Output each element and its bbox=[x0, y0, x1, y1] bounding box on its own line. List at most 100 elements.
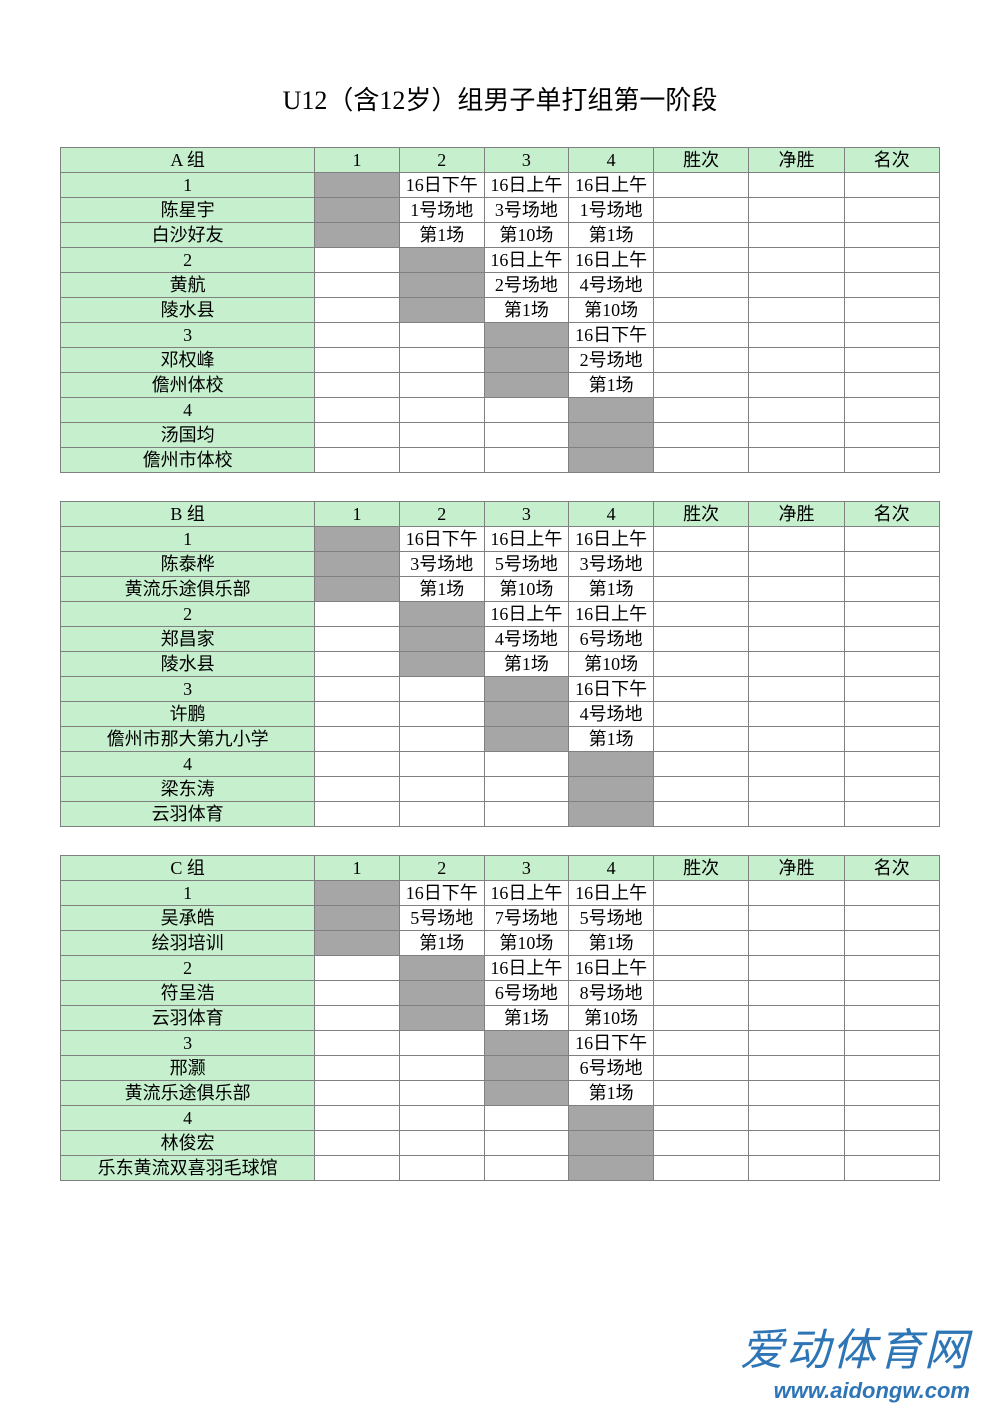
empty-cell bbox=[399, 1081, 484, 1106]
stat-cell bbox=[844, 727, 939, 752]
stat-cell bbox=[749, 906, 844, 931]
match-cell: 第1场 bbox=[569, 727, 654, 752]
stat-cell bbox=[749, 348, 844, 373]
empty-cell bbox=[315, 981, 400, 1006]
empty-cell bbox=[399, 727, 484, 752]
empty-cell bbox=[399, 348, 484, 373]
stat-cell bbox=[653, 727, 748, 752]
stat-cell bbox=[749, 248, 844, 273]
empty-cell bbox=[315, 448, 400, 473]
empty-cell bbox=[399, 702, 484, 727]
stat-cell bbox=[749, 677, 844, 702]
match-cell: 第10场 bbox=[484, 577, 569, 602]
match-col-header: 3 bbox=[484, 856, 569, 881]
stat-cell bbox=[653, 881, 748, 906]
empty-cell bbox=[315, 1031, 400, 1056]
stat-cell bbox=[749, 1031, 844, 1056]
stat-cell bbox=[749, 1006, 844, 1031]
player-club: 黄流乐途俱乐部 bbox=[61, 1081, 315, 1106]
stat-cell bbox=[653, 1031, 748, 1056]
match-cell: 2号场地 bbox=[484, 273, 569, 298]
empty-cell bbox=[399, 802, 484, 827]
stat-cell bbox=[844, 423, 939, 448]
stat-cell bbox=[653, 248, 748, 273]
empty-cell bbox=[484, 802, 569, 827]
stat-cell bbox=[844, 323, 939, 348]
stat-cell bbox=[749, 1131, 844, 1156]
group-name-header: B 组 bbox=[61, 502, 315, 527]
stat-col-header: 净胜 bbox=[749, 856, 844, 881]
match-cell: 16日下午 bbox=[569, 1031, 654, 1056]
match-cell: 16日下午 bbox=[399, 527, 484, 552]
match-cell: 3号场地 bbox=[484, 198, 569, 223]
empty-cell bbox=[399, 323, 484, 348]
stat-cell bbox=[749, 223, 844, 248]
empty-cell bbox=[315, 577, 400, 602]
empty-cell bbox=[399, 602, 484, 627]
stat-cell bbox=[844, 173, 939, 198]
empty-cell bbox=[569, 1106, 654, 1131]
stat-cell bbox=[749, 1056, 844, 1081]
stat-cell bbox=[844, 198, 939, 223]
empty-cell bbox=[315, 348, 400, 373]
empty-cell bbox=[484, 777, 569, 802]
empty-cell bbox=[399, 1031, 484, 1056]
stat-cell bbox=[653, 173, 748, 198]
stat-cell bbox=[844, 527, 939, 552]
match-cell: 第1场 bbox=[399, 577, 484, 602]
group-table: C 组1234胜次净胜名次116日下午16日上午16日上午吴承皓5号场地7号场地… bbox=[60, 855, 940, 1181]
match-cell: 8号场地 bbox=[569, 981, 654, 1006]
match-cell: 16日上午 bbox=[569, 602, 654, 627]
match-cell: 16日上午 bbox=[484, 602, 569, 627]
empty-cell bbox=[315, 881, 400, 906]
empty-cell bbox=[315, 398, 400, 423]
player-num: 1 bbox=[61, 527, 315, 552]
watermark-cn: 爱动体育网 bbox=[740, 1314, 970, 1378]
group-name-header: C 组 bbox=[61, 856, 315, 881]
stat-cell bbox=[653, 1106, 748, 1131]
stat-cell bbox=[653, 323, 748, 348]
stat-cell bbox=[749, 298, 844, 323]
stat-cell bbox=[844, 802, 939, 827]
player-club: 白沙好友 bbox=[61, 223, 315, 248]
stat-cell bbox=[653, 448, 748, 473]
stat-cell bbox=[653, 802, 748, 827]
stat-cell bbox=[653, 1081, 748, 1106]
stat-cell bbox=[844, 702, 939, 727]
match-cell: 2号场地 bbox=[569, 348, 654, 373]
match-cell: 第1场 bbox=[399, 931, 484, 956]
player-num: 3 bbox=[61, 1031, 315, 1056]
empty-cell bbox=[315, 552, 400, 577]
stat-cell bbox=[653, 398, 748, 423]
group-table: B 组1234胜次净胜名次116日下午16日上午16日上午陈泰桦3号场地5号场地… bbox=[60, 501, 940, 827]
match-cell: 第1场 bbox=[569, 1081, 654, 1106]
match-cell: 第1场 bbox=[399, 223, 484, 248]
match-cell: 16日上午 bbox=[569, 956, 654, 981]
match-cell: 3号场地 bbox=[569, 552, 654, 577]
empty-cell bbox=[399, 1131, 484, 1156]
player-num: 2 bbox=[61, 956, 315, 981]
stat-cell bbox=[844, 627, 939, 652]
player-num: 2 bbox=[61, 248, 315, 273]
match-col-header: 4 bbox=[569, 148, 654, 173]
match-cell: 1号场地 bbox=[399, 198, 484, 223]
stat-cell bbox=[844, 373, 939, 398]
stat-cell bbox=[844, 1006, 939, 1031]
stat-cell bbox=[653, 906, 748, 931]
stat-cell bbox=[749, 398, 844, 423]
stat-cell bbox=[749, 273, 844, 298]
player-num: 2 bbox=[61, 602, 315, 627]
stat-cell bbox=[653, 1156, 748, 1181]
stat-cell bbox=[749, 627, 844, 652]
stat-cell bbox=[844, 1056, 939, 1081]
match-cell: 第1场 bbox=[484, 298, 569, 323]
empty-cell bbox=[399, 981, 484, 1006]
stat-cell bbox=[749, 727, 844, 752]
empty-cell bbox=[315, 198, 400, 223]
player-num: 3 bbox=[61, 323, 315, 348]
stat-cell bbox=[749, 602, 844, 627]
stat-cell bbox=[749, 702, 844, 727]
stat-cell bbox=[653, 602, 748, 627]
stat-cell bbox=[653, 1131, 748, 1156]
player-club: 儋州市体校 bbox=[61, 448, 315, 473]
